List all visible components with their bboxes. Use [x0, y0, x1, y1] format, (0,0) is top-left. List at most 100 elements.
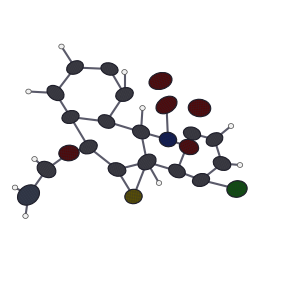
- Ellipse shape: [103, 119, 108, 122]
- Ellipse shape: [173, 168, 179, 172]
- Ellipse shape: [229, 182, 245, 196]
- Ellipse shape: [41, 165, 50, 172]
- Ellipse shape: [158, 98, 175, 112]
- Ellipse shape: [53, 91, 56, 93]
- Ellipse shape: [188, 99, 211, 117]
- Ellipse shape: [209, 136, 218, 143]
- Ellipse shape: [104, 65, 113, 72]
- Ellipse shape: [212, 139, 214, 140]
- Ellipse shape: [43, 166, 49, 171]
- Ellipse shape: [20, 188, 36, 203]
- Ellipse shape: [196, 177, 204, 183]
- Ellipse shape: [165, 137, 169, 140]
- Ellipse shape: [59, 145, 79, 161]
- Ellipse shape: [190, 132, 191, 133]
- Ellipse shape: [175, 169, 177, 171]
- Ellipse shape: [50, 88, 60, 97]
- Ellipse shape: [118, 90, 129, 99]
- Ellipse shape: [133, 125, 149, 138]
- Ellipse shape: [71, 65, 77, 70]
- Ellipse shape: [22, 213, 28, 219]
- Ellipse shape: [22, 190, 32, 200]
- Ellipse shape: [45, 168, 46, 169]
- Ellipse shape: [151, 74, 169, 88]
- Ellipse shape: [81, 141, 96, 153]
- Ellipse shape: [187, 130, 195, 136]
- Ellipse shape: [219, 161, 224, 164]
- Ellipse shape: [113, 167, 119, 171]
- Ellipse shape: [172, 167, 181, 174]
- Ellipse shape: [160, 133, 175, 146]
- Ellipse shape: [180, 140, 198, 154]
- Ellipse shape: [68, 61, 82, 74]
- Ellipse shape: [67, 152, 68, 153]
- Ellipse shape: [101, 63, 118, 75]
- Ellipse shape: [199, 179, 200, 180]
- Ellipse shape: [137, 129, 143, 134]
- Ellipse shape: [100, 117, 112, 126]
- Ellipse shape: [190, 101, 208, 115]
- Ellipse shape: [12, 185, 18, 190]
- Ellipse shape: [194, 175, 208, 185]
- Ellipse shape: [98, 115, 115, 128]
- Ellipse shape: [150, 73, 171, 89]
- Ellipse shape: [20, 188, 35, 202]
- Ellipse shape: [71, 65, 77, 70]
- Ellipse shape: [233, 187, 238, 190]
- Ellipse shape: [99, 116, 114, 127]
- Ellipse shape: [229, 183, 244, 195]
- Ellipse shape: [162, 102, 169, 108]
- Ellipse shape: [67, 115, 72, 118]
- Ellipse shape: [59, 146, 78, 160]
- Ellipse shape: [198, 178, 201, 181]
- Ellipse shape: [21, 189, 34, 201]
- Ellipse shape: [111, 165, 122, 173]
- Ellipse shape: [130, 194, 135, 199]
- Ellipse shape: [68, 116, 70, 118]
- Ellipse shape: [215, 158, 229, 169]
- Ellipse shape: [101, 63, 117, 75]
- Ellipse shape: [68, 63, 81, 73]
- Ellipse shape: [235, 188, 236, 189]
- Ellipse shape: [68, 62, 81, 73]
- Ellipse shape: [232, 185, 240, 192]
- Ellipse shape: [141, 158, 151, 166]
- Ellipse shape: [66, 114, 73, 119]
- Ellipse shape: [181, 141, 197, 153]
- Ellipse shape: [103, 118, 109, 124]
- Ellipse shape: [63, 111, 78, 123]
- Ellipse shape: [164, 136, 171, 142]
- Ellipse shape: [157, 80, 160, 82]
- Ellipse shape: [42, 165, 50, 172]
- Ellipse shape: [218, 160, 225, 166]
- Ellipse shape: [197, 106, 198, 108]
- Ellipse shape: [191, 101, 207, 114]
- Ellipse shape: [159, 100, 172, 110]
- Ellipse shape: [126, 190, 140, 202]
- Ellipse shape: [23, 214, 28, 218]
- Ellipse shape: [65, 151, 70, 155]
- Ellipse shape: [25, 194, 29, 197]
- Ellipse shape: [66, 152, 69, 154]
- Ellipse shape: [26, 195, 27, 196]
- Ellipse shape: [134, 126, 148, 138]
- Ellipse shape: [128, 192, 137, 200]
- Ellipse shape: [105, 66, 113, 71]
- Ellipse shape: [81, 142, 95, 152]
- Ellipse shape: [52, 89, 58, 94]
- Ellipse shape: [65, 113, 74, 120]
- Ellipse shape: [53, 90, 56, 93]
- Ellipse shape: [44, 167, 47, 170]
- Ellipse shape: [112, 166, 120, 172]
- Ellipse shape: [155, 78, 163, 84]
- Ellipse shape: [214, 157, 230, 170]
- Ellipse shape: [210, 136, 218, 143]
- Ellipse shape: [154, 77, 164, 84]
- Ellipse shape: [185, 144, 190, 148]
- Ellipse shape: [174, 169, 178, 171]
- Ellipse shape: [112, 166, 120, 172]
- Ellipse shape: [114, 167, 118, 171]
- Ellipse shape: [169, 165, 184, 177]
- Ellipse shape: [130, 194, 135, 198]
- Ellipse shape: [122, 70, 127, 74]
